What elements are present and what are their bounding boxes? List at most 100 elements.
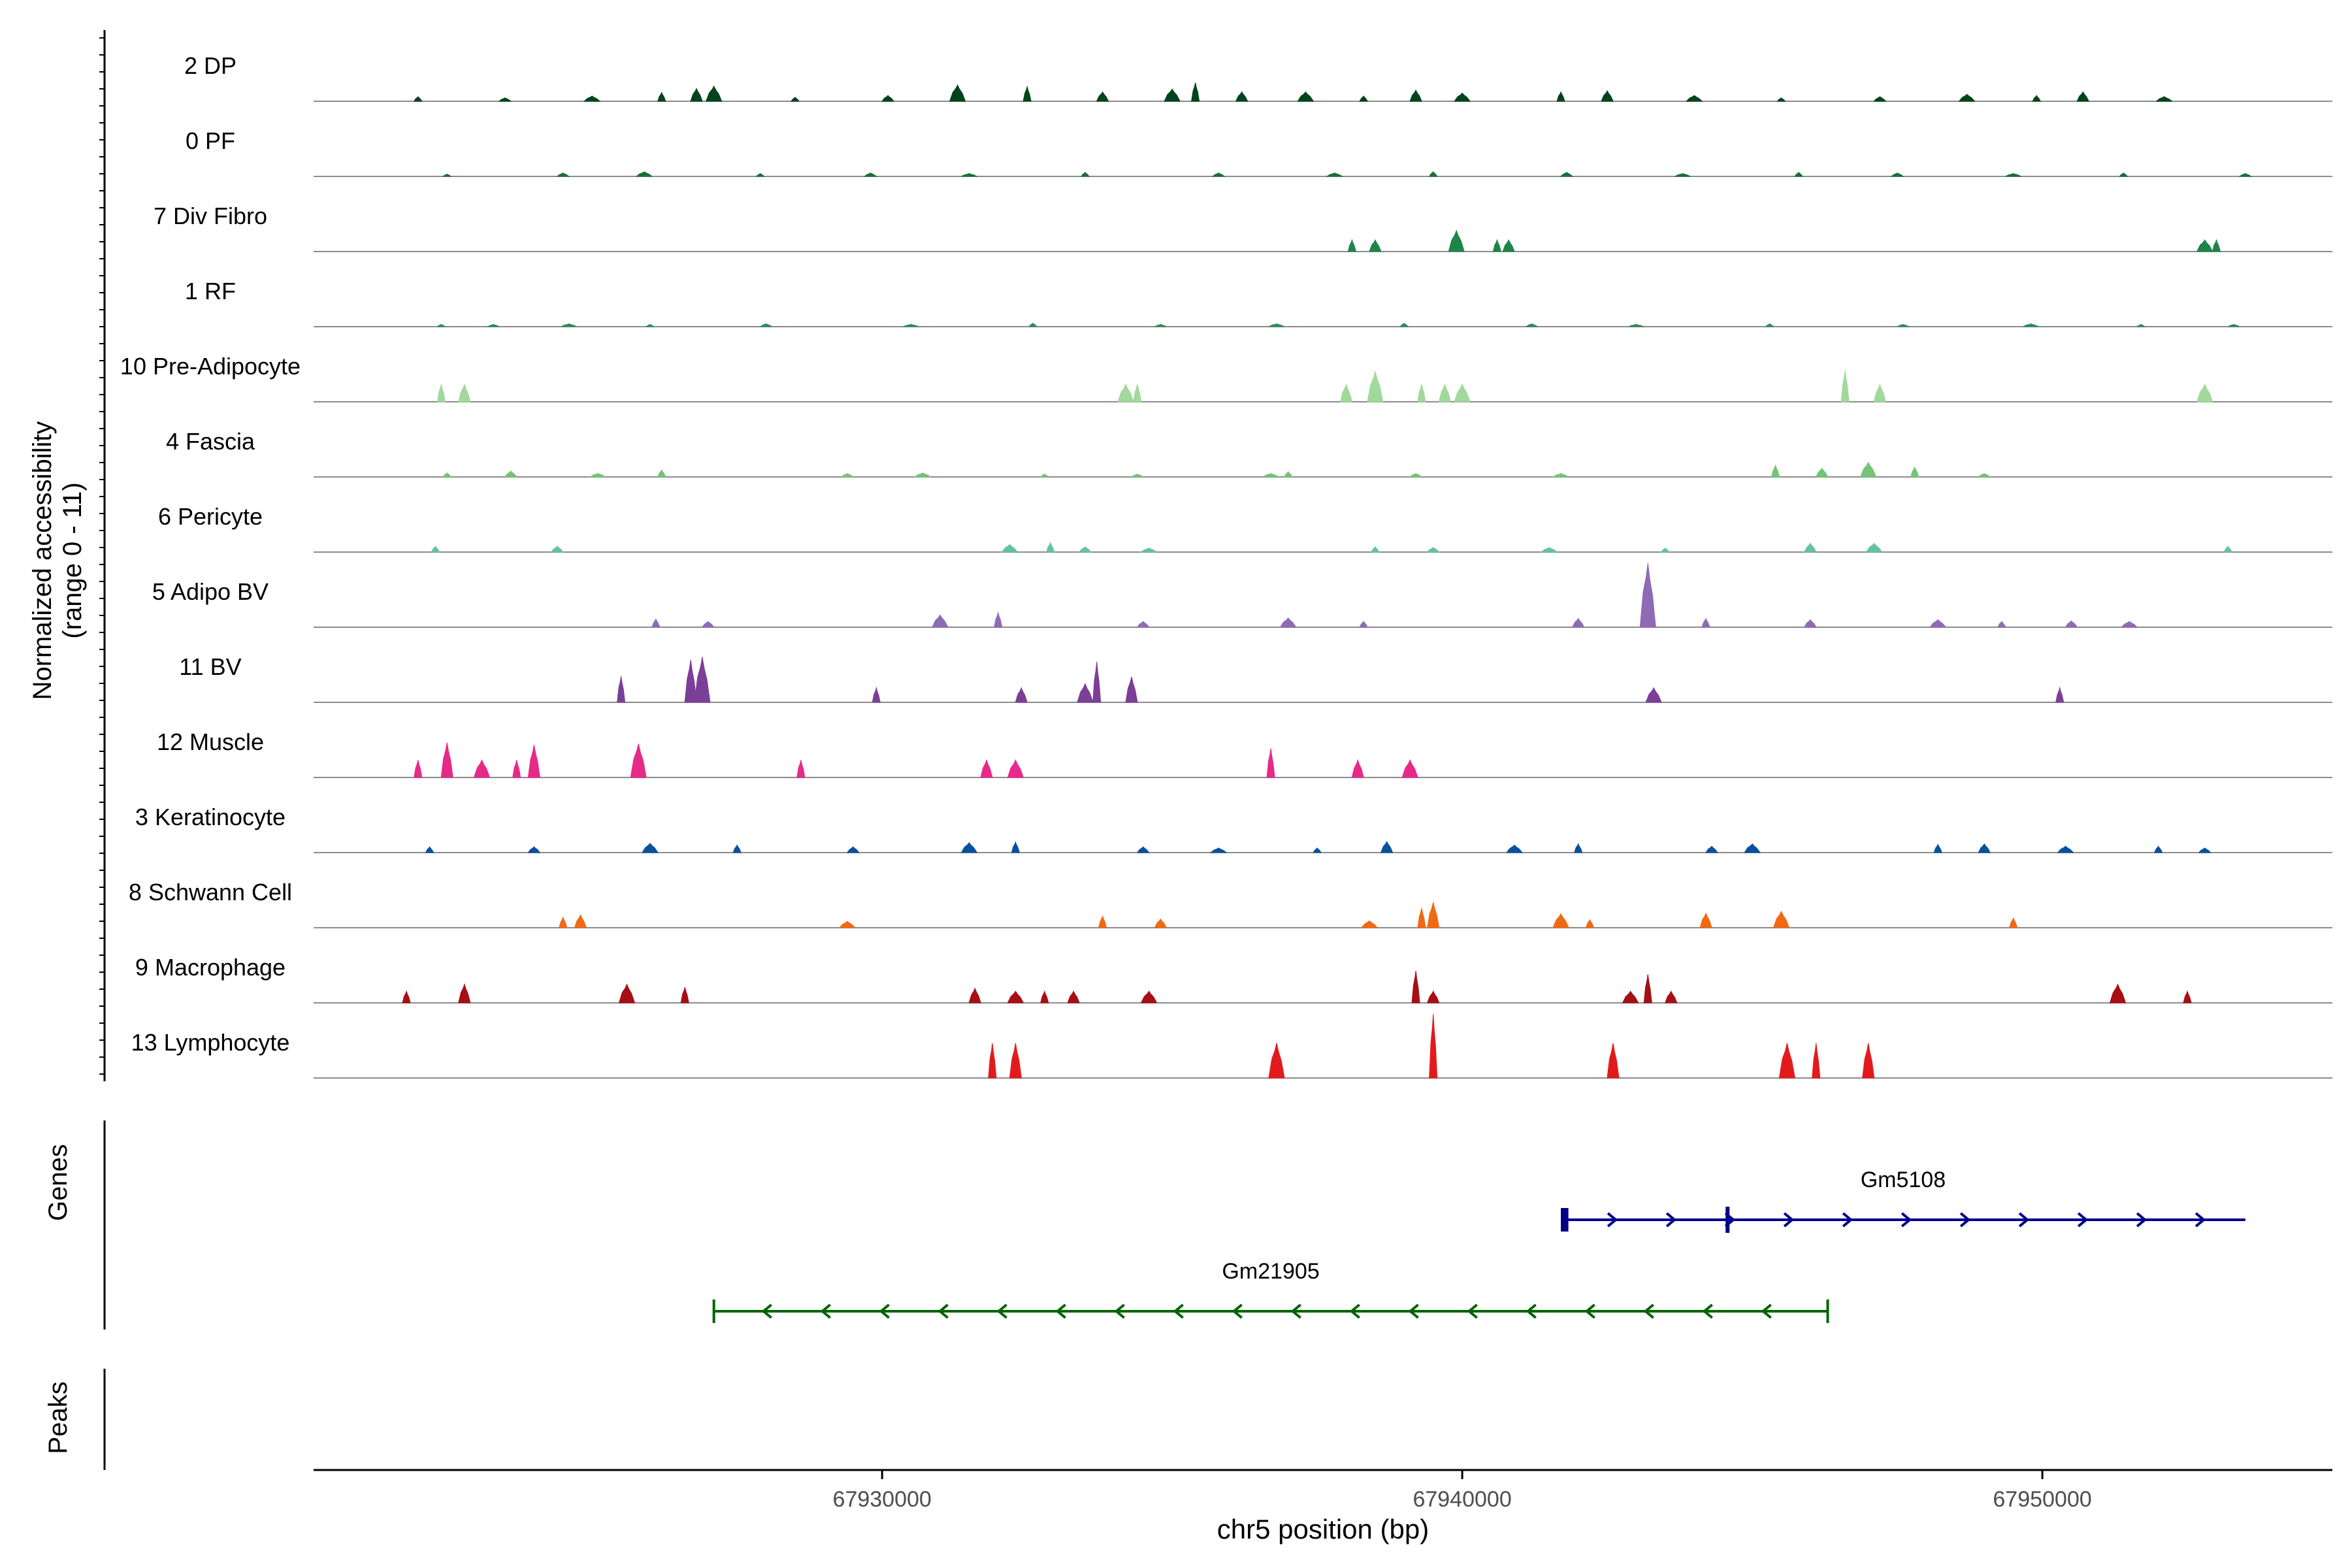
track-8: 5 Adipo BV xyxy=(152,563,2332,628)
strand-arrow xyxy=(1761,1303,1772,1319)
coverage-peak xyxy=(1840,370,1850,402)
coverage-peak xyxy=(2183,990,2192,1004)
coverage-peak xyxy=(1360,920,1379,928)
coverage-peak xyxy=(1933,843,1942,853)
coverage-peak xyxy=(1958,93,1976,102)
coverage-peak xyxy=(1380,841,1394,853)
track-label: 5 Adipo BV xyxy=(152,578,269,605)
coverage-peak xyxy=(1154,323,1167,327)
coverage-peak xyxy=(527,745,540,778)
coverage-peak xyxy=(1428,171,1438,177)
coverage-peak xyxy=(1209,847,1228,853)
coverage-peak xyxy=(1283,471,1293,478)
coverage-peak xyxy=(1862,1043,1875,1079)
coverage-peak xyxy=(1130,473,1145,478)
coverage-peak xyxy=(1427,902,1440,928)
coverage-peak xyxy=(618,983,636,1004)
y-axis-title-line2: (range 0 - 11) xyxy=(58,482,87,638)
coverage-peak xyxy=(1125,676,1138,703)
coverage-peak xyxy=(1560,172,1574,177)
strand-arrow xyxy=(1702,1303,1713,1319)
coverage-peak xyxy=(846,846,860,853)
coverage-peak xyxy=(759,323,774,327)
y-axis-title-line1: Normalized accessibility xyxy=(28,421,57,700)
coverage-peak xyxy=(1154,918,1168,928)
track-14: 13 Lymphocyte xyxy=(131,1013,2332,1079)
strand-arrow xyxy=(996,1303,1007,1319)
strand-arrow xyxy=(1783,1212,1795,1228)
coverage-peak xyxy=(458,983,471,1004)
coverage-peak xyxy=(487,323,500,327)
track-label: 9 Macrophage xyxy=(135,954,286,981)
coverage-peak xyxy=(1765,323,1774,327)
coverage-peak xyxy=(960,842,978,853)
coverage-peak xyxy=(1266,748,1275,778)
coverage-peak xyxy=(1686,95,1703,102)
coverage-peak xyxy=(2196,239,2213,252)
track-label: 3 Keratinocyte xyxy=(135,804,286,830)
coverage-peak xyxy=(574,914,587,928)
track-7: 6 Pericyte xyxy=(158,503,2332,553)
coverage-peak xyxy=(1778,1043,1795,1079)
coverage-peak xyxy=(556,172,570,177)
coverage-peak xyxy=(1262,473,1281,478)
coverage-peak xyxy=(1136,621,1150,628)
coverage-peak xyxy=(755,172,765,177)
coverage-peak xyxy=(1585,919,1595,928)
coverage-peak xyxy=(840,473,855,478)
coverage-peak xyxy=(1977,473,1991,478)
exon xyxy=(1561,1208,1569,1232)
strand-arrow xyxy=(1408,1303,1419,1319)
coverage-peak xyxy=(2032,95,2041,102)
track-2: 0 PF xyxy=(186,127,2332,177)
coverage-peak xyxy=(1744,843,1761,853)
coverage-peak xyxy=(903,323,919,327)
coverage-peak xyxy=(1910,466,1919,478)
coverage-peak xyxy=(1776,97,1786,102)
coverage-peak xyxy=(1660,547,1670,553)
coverage-peak xyxy=(2227,323,2240,327)
strand-arrow xyxy=(1665,1212,1677,1228)
coverage-peak xyxy=(1502,239,1515,252)
coverage-peak xyxy=(1022,85,1032,102)
coverage-peak xyxy=(2198,847,2212,853)
strand-arrow xyxy=(2195,1212,2206,1228)
coverage-peak xyxy=(1401,759,1418,778)
coverage-peak xyxy=(1096,91,1109,102)
coverage-peak xyxy=(440,742,453,778)
coverage-peak xyxy=(2008,917,2018,928)
strand-arrow xyxy=(1842,1212,1854,1228)
coverage-peak xyxy=(1313,847,1322,853)
coverage-peak xyxy=(690,88,703,102)
track-label: 2 DP xyxy=(184,52,237,79)
coverage-peak xyxy=(1067,990,1080,1004)
coverage-peak xyxy=(694,657,711,703)
coverage-peak xyxy=(2057,845,2074,853)
coverage-peak xyxy=(498,97,512,102)
coverage-peak xyxy=(961,173,977,177)
coverage-peak xyxy=(1794,172,1804,177)
coverage-peak xyxy=(1371,546,1380,553)
coverage-peak xyxy=(1039,473,1050,478)
strand-arrow xyxy=(1114,1303,1125,1319)
track-3: 7 Div Fibro xyxy=(154,203,2332,252)
coverage-peak xyxy=(1040,990,1049,1004)
coverage-peak xyxy=(1674,173,1691,177)
coverage-peak xyxy=(1098,915,1107,928)
coverage-peak xyxy=(1369,239,1382,252)
coverage-peak xyxy=(2076,91,2090,102)
x-axis-tick-label: 67930000 xyxy=(833,1487,932,1512)
coverage-peak xyxy=(2023,323,2039,327)
strand-arrow xyxy=(1959,1212,1971,1228)
coverage-peak xyxy=(1411,970,1420,1004)
coverage-peak xyxy=(617,676,626,703)
coverage-peak xyxy=(881,95,895,102)
coverage-peak xyxy=(2055,686,2065,703)
strand-arrow xyxy=(1901,1212,1912,1228)
coverage-peak xyxy=(2212,238,2221,252)
gene-gm5108: Gm5108 xyxy=(1561,1168,2246,1233)
coverage-peak xyxy=(1454,92,1471,102)
coverage-peak xyxy=(1009,1043,1022,1079)
coverage-peak xyxy=(1164,88,1181,102)
coverage-peak xyxy=(1540,547,1558,553)
